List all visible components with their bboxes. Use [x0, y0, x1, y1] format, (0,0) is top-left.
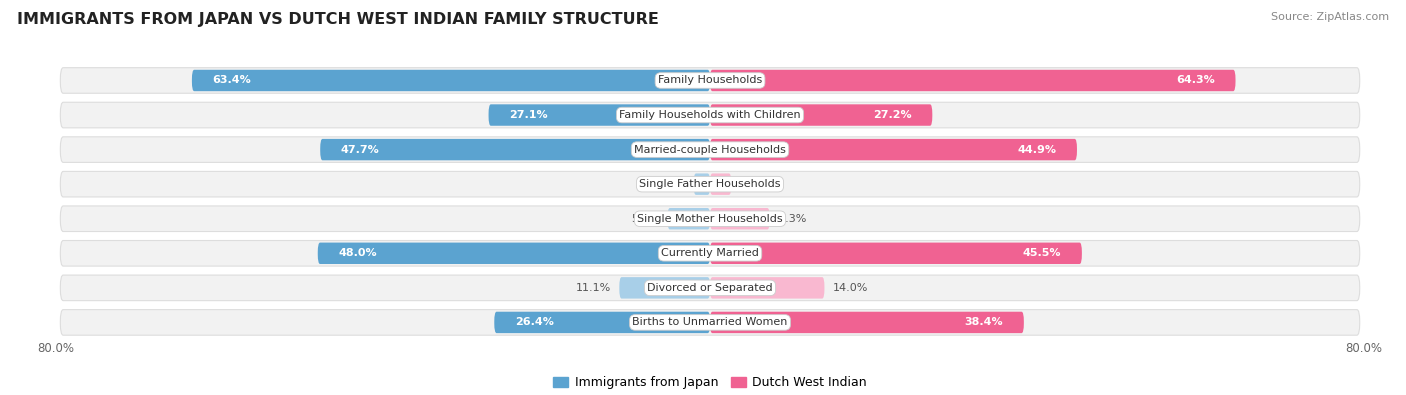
Text: IMMIGRANTS FROM JAPAN VS DUTCH WEST INDIAN FAMILY STRUCTURE: IMMIGRANTS FROM JAPAN VS DUTCH WEST INDI…: [17, 12, 659, 27]
Text: 27.1%: 27.1%: [509, 110, 547, 120]
FancyBboxPatch shape: [60, 275, 1360, 301]
Text: Births to Unmarried Women: Births to Unmarried Women: [633, 318, 787, 327]
FancyBboxPatch shape: [710, 312, 1024, 333]
FancyBboxPatch shape: [693, 173, 710, 195]
FancyBboxPatch shape: [710, 173, 731, 195]
Text: 2.0%: 2.0%: [657, 179, 686, 189]
Text: Single Father Households: Single Father Households: [640, 179, 780, 189]
Text: 14.0%: 14.0%: [832, 283, 868, 293]
FancyBboxPatch shape: [60, 68, 1360, 93]
FancyBboxPatch shape: [318, 243, 710, 264]
FancyBboxPatch shape: [495, 312, 710, 333]
Legend: Immigrants from Japan, Dutch West Indian: Immigrants from Japan, Dutch West Indian: [548, 371, 872, 394]
FancyBboxPatch shape: [191, 70, 710, 91]
Text: Source: ZipAtlas.com: Source: ZipAtlas.com: [1271, 12, 1389, 22]
Text: Married-couple Households: Married-couple Households: [634, 145, 786, 154]
FancyBboxPatch shape: [710, 208, 769, 229]
FancyBboxPatch shape: [60, 206, 1360, 231]
FancyBboxPatch shape: [710, 104, 932, 126]
Text: 2.6%: 2.6%: [740, 179, 768, 189]
Text: 44.9%: 44.9%: [1018, 145, 1056, 154]
FancyBboxPatch shape: [60, 310, 1360, 335]
Text: Currently Married: Currently Married: [661, 248, 759, 258]
Text: 63.4%: 63.4%: [212, 75, 252, 85]
FancyBboxPatch shape: [488, 104, 710, 126]
FancyBboxPatch shape: [60, 171, 1360, 197]
FancyBboxPatch shape: [710, 139, 1077, 160]
Text: 47.7%: 47.7%: [340, 145, 380, 154]
Text: Family Households with Children: Family Households with Children: [619, 110, 801, 120]
Text: 5.2%: 5.2%: [631, 214, 659, 224]
Text: 27.2%: 27.2%: [873, 110, 912, 120]
Text: 7.3%: 7.3%: [778, 214, 806, 224]
Text: 38.4%: 38.4%: [965, 318, 1004, 327]
FancyBboxPatch shape: [710, 243, 1081, 264]
Text: 11.1%: 11.1%: [576, 283, 612, 293]
FancyBboxPatch shape: [668, 208, 710, 229]
FancyBboxPatch shape: [321, 139, 710, 160]
Text: 26.4%: 26.4%: [515, 318, 554, 327]
FancyBboxPatch shape: [60, 241, 1360, 266]
FancyBboxPatch shape: [60, 137, 1360, 162]
Text: Divorced or Separated: Divorced or Separated: [647, 283, 773, 293]
FancyBboxPatch shape: [710, 70, 1236, 91]
Text: Family Households: Family Households: [658, 75, 762, 85]
FancyBboxPatch shape: [60, 102, 1360, 128]
Text: 64.3%: 64.3%: [1177, 75, 1215, 85]
Text: 45.5%: 45.5%: [1024, 248, 1062, 258]
FancyBboxPatch shape: [619, 277, 710, 299]
Text: 48.0%: 48.0%: [339, 248, 377, 258]
Text: Single Mother Households: Single Mother Households: [637, 214, 783, 224]
FancyBboxPatch shape: [710, 277, 824, 299]
